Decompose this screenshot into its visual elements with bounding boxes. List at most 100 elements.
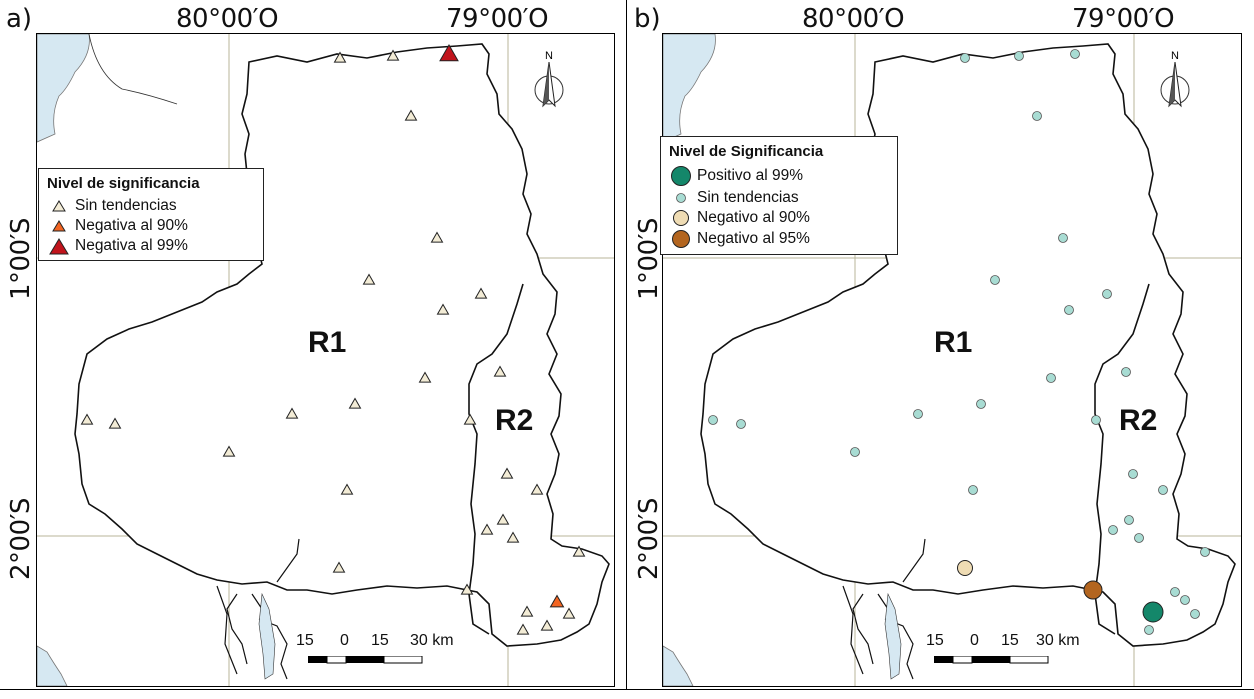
panel-label: b) xyxy=(634,4,661,34)
lat-label-2s: 2°00′S xyxy=(634,497,664,580)
sea-north xyxy=(663,34,716,143)
station-no-trend xyxy=(500,467,514,479)
region-label-r1: R1 xyxy=(934,326,973,359)
circle-small-icon xyxy=(669,192,693,204)
legend-label: Sin tendencias xyxy=(75,197,177,214)
scale-label: 30 km xyxy=(1036,632,1080,649)
scale-label: 0 xyxy=(340,632,349,649)
estuary-water xyxy=(884,592,902,680)
estuary-water xyxy=(258,592,276,680)
station-no-trend xyxy=(976,399,986,409)
station-no-trend xyxy=(222,445,236,457)
triangle-orange-icon xyxy=(47,220,71,232)
panel-divider xyxy=(626,0,627,690)
legend-label: Negativo al 90% xyxy=(697,209,810,226)
station-no-trend xyxy=(418,371,432,383)
station-no-trend xyxy=(1046,373,1056,383)
station-no-trend xyxy=(736,419,746,429)
triangle-small-icon xyxy=(47,200,71,212)
scale-label: 15 xyxy=(296,632,314,649)
stations-a xyxy=(80,43,586,635)
legend-item-neg99: Negativa al 99% xyxy=(47,236,255,256)
sea-north xyxy=(37,34,90,143)
station-no-trend xyxy=(708,415,718,425)
lon-label-80w: 80°00′O xyxy=(802,4,905,34)
sea-south xyxy=(37,645,68,686)
station-no-trend xyxy=(1128,469,1138,479)
circle-brown-icon xyxy=(669,229,693,249)
station-no-trend xyxy=(285,407,299,419)
legend-item-no-trend: Sin tendencias xyxy=(669,188,889,208)
station-no-trend xyxy=(1170,587,1180,597)
station-no-trend xyxy=(1064,305,1074,315)
triangle-red-icon xyxy=(47,237,71,255)
station-no-trend xyxy=(436,303,450,315)
station-no-trend xyxy=(1190,609,1200,619)
station-no-trend xyxy=(1102,289,1112,299)
station-no-trend xyxy=(463,413,477,425)
scale-bar xyxy=(934,656,1049,664)
station-neg90 xyxy=(549,594,565,608)
station-no-trend xyxy=(1091,415,1101,425)
region-label-r1: R1 xyxy=(308,326,347,359)
lon-label-80w: 80°00′O xyxy=(176,4,279,34)
station-no-trend xyxy=(332,561,346,573)
map-panel-a: a) 80°00′O 79°00′O 1°00′S 2°00′S Nivel d… xyxy=(0,0,626,690)
station-no-trend xyxy=(520,605,534,617)
stations-b xyxy=(708,49,1210,635)
station-no-trend xyxy=(333,51,347,63)
north-arrow-icon: N xyxy=(1154,50,1196,117)
station-no-trend xyxy=(1014,51,1024,61)
legend-label: Negativa al 90% xyxy=(75,217,188,234)
region-divider xyxy=(468,283,524,635)
station-no-trend xyxy=(80,413,94,425)
station-no-trend xyxy=(493,365,507,377)
station-no-trend xyxy=(480,523,494,535)
station-no-trend xyxy=(430,231,444,243)
station-no-trend xyxy=(1144,625,1154,635)
station-no-trend xyxy=(850,447,860,457)
station-no-trend xyxy=(1180,595,1190,605)
station-no-trend xyxy=(1058,233,1068,243)
lat-label-1s: 1°00′S xyxy=(6,217,36,300)
station-no-trend xyxy=(1032,111,1042,121)
station-no-trend xyxy=(1158,485,1168,495)
region-label-r2: R2 xyxy=(495,404,534,437)
legend-item-neg90: Negativa al 90% xyxy=(47,216,255,236)
map-panel-b: b) 80°00′O 79°00′O 1°00′S 2°00′S Nivel d… xyxy=(626,0,1254,690)
north-arrow-icon: N xyxy=(528,50,570,117)
station-no-trend xyxy=(1200,547,1210,557)
sea-south xyxy=(663,645,694,686)
legend-b: Nivel de Significancia Positivo al 99% S… xyxy=(660,136,898,255)
station-no-trend xyxy=(108,417,122,429)
station-no-trend xyxy=(530,483,544,495)
station-no-trend xyxy=(540,619,554,631)
station-no-trend xyxy=(562,607,576,619)
legend-label: Negativa al 99% xyxy=(75,237,188,254)
legend-a: Nivel de significancia Sin tendencias Ne… xyxy=(38,168,264,261)
legend-label: Negativo al 95% xyxy=(697,230,810,247)
station-no-trend xyxy=(404,109,418,121)
station-no-trend xyxy=(460,583,474,595)
map-frame xyxy=(662,33,1242,687)
station-neg95 xyxy=(1083,580,1103,600)
legend-title: Nivel de Significancia xyxy=(669,143,824,160)
basin-map xyxy=(37,34,614,686)
station-neg99 xyxy=(439,43,459,62)
station-no-trend xyxy=(340,483,354,495)
legend-item-neg90: Negativo al 90% xyxy=(669,208,889,228)
station-no-trend xyxy=(496,513,510,525)
legend-label: Positivo al 99% xyxy=(697,167,803,184)
scale-label: 15 xyxy=(1001,632,1019,649)
basin-map xyxy=(663,34,1241,686)
legend-item-pos99: Positivo al 99% xyxy=(669,164,889,188)
map-frame xyxy=(36,33,615,687)
scale-label: 15 xyxy=(371,632,389,649)
station-no-trend xyxy=(1134,533,1144,543)
station-no-trend xyxy=(1121,367,1131,377)
station-no-trend xyxy=(362,273,376,285)
station-no-trend xyxy=(968,485,978,495)
station-no-trend xyxy=(1124,515,1134,525)
scale-bar xyxy=(308,656,423,664)
circle-green-icon xyxy=(669,165,693,187)
